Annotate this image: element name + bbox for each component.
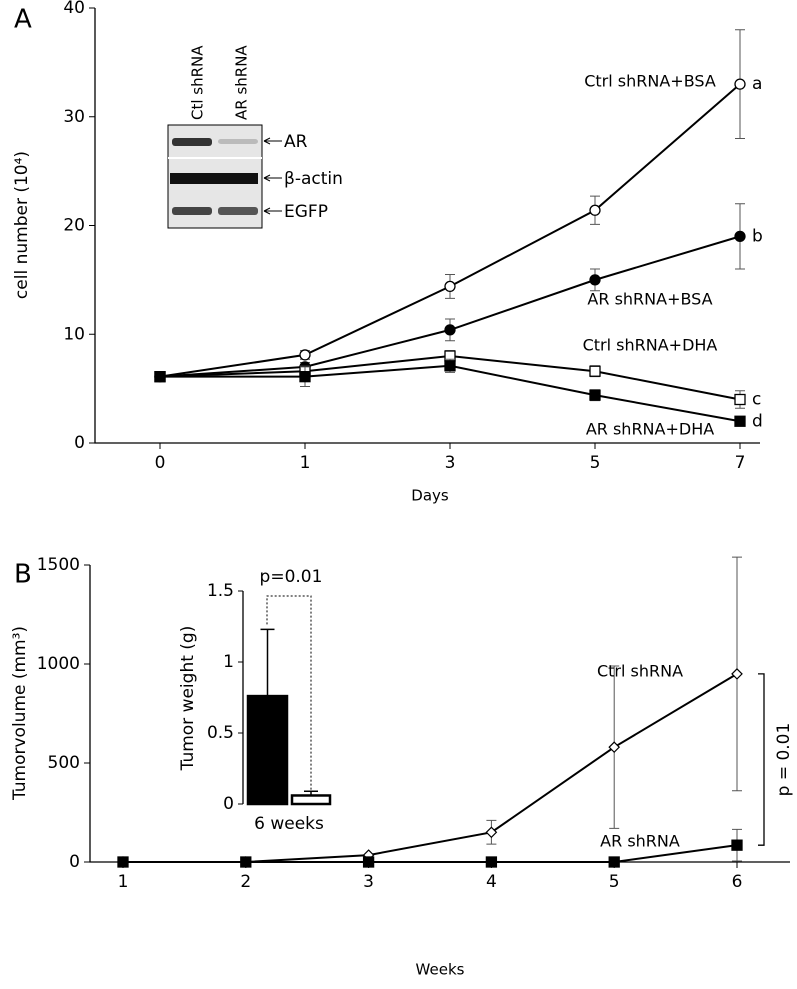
annotation: p=0.01 xyxy=(260,567,323,587)
marker xyxy=(608,741,621,754)
band xyxy=(172,207,212,215)
series-tag: b xyxy=(752,226,763,246)
band-labels: AR β-actin EGFP xyxy=(263,132,343,222)
series-label: AR shRNA+BSA xyxy=(587,290,712,309)
x-tick-label: 4 xyxy=(486,872,497,892)
marker xyxy=(444,360,456,372)
bar xyxy=(290,794,332,806)
marker xyxy=(734,393,746,406)
band xyxy=(170,173,258,184)
panel-label: B xyxy=(14,560,32,590)
y-tick-label: 0.5 xyxy=(207,723,234,743)
x-tick-label: 2 xyxy=(240,872,251,892)
y-tick-label: 1.5 xyxy=(207,581,234,601)
series-label: Ctrl shRNA xyxy=(597,662,683,681)
y-axis-label: Tumor weight (g) xyxy=(178,626,198,772)
series-tag: d xyxy=(752,411,763,431)
y-tick-label: 0 xyxy=(223,794,234,814)
y-tick-label: 1 xyxy=(223,652,234,672)
band-label: AR xyxy=(284,132,308,152)
x-tick-label: 1 xyxy=(118,872,129,892)
marker xyxy=(589,274,601,286)
y-tick-label: 40 xyxy=(63,0,85,18)
marker xyxy=(117,856,129,868)
marker xyxy=(444,280,456,293)
lane-label: AR shRNA xyxy=(233,45,251,120)
marker xyxy=(734,230,746,243)
x-tick-label: 5 xyxy=(590,453,601,473)
series-label: Ctrl shRNA+DHA xyxy=(583,336,718,355)
band xyxy=(172,138,212,146)
marker xyxy=(589,365,601,377)
x-tick-label: 0 xyxy=(155,453,166,473)
bar xyxy=(246,694,289,806)
band xyxy=(218,139,258,144)
marker xyxy=(734,78,746,90)
marker xyxy=(485,826,498,839)
y-tick-label: 0 xyxy=(74,433,85,453)
marker xyxy=(731,839,743,851)
x-tick-label: 6 xyxy=(732,872,743,892)
y-axis-label: cell number (10⁴) xyxy=(12,151,32,299)
lane-label: Ctl shRNA xyxy=(189,45,207,120)
marker xyxy=(485,856,498,868)
marker xyxy=(362,856,375,868)
marker xyxy=(240,856,252,868)
y-tick-label: 20 xyxy=(63,216,85,236)
x-axis-label: 6 weeks xyxy=(254,814,324,834)
series-label: AR shRNA+DHA xyxy=(586,420,714,439)
marker xyxy=(444,324,456,336)
marker xyxy=(299,371,311,383)
series-tag: a xyxy=(752,74,762,94)
arrows xyxy=(263,137,282,215)
panel-label: A xyxy=(14,5,32,35)
band-label: β-actin xyxy=(284,169,343,189)
band-label: EGFP xyxy=(284,202,328,222)
x-axis-label: Weeks xyxy=(416,961,465,979)
y-axis-label: Tumorvolume (mm³) xyxy=(10,626,30,801)
marker xyxy=(299,349,311,361)
series-label: AR shRNA xyxy=(600,832,680,851)
marker xyxy=(589,389,601,401)
y-tick-label: 0 xyxy=(69,852,80,872)
y-tick-label: 1500 xyxy=(37,555,80,575)
y-tick-label: 10 xyxy=(63,324,85,344)
y-tick-label: 30 xyxy=(63,107,85,127)
band xyxy=(218,207,258,215)
series-tag: c xyxy=(752,390,761,410)
marker xyxy=(154,371,166,383)
bracket xyxy=(758,673,765,846)
marker xyxy=(731,668,743,680)
x-tick-label: 5 xyxy=(609,872,620,892)
series-label: Ctrl shRNA+BSA xyxy=(584,72,716,91)
marker xyxy=(734,415,746,427)
x-tick-label: 1 xyxy=(300,453,311,473)
marker xyxy=(589,204,601,216)
y-tick-label: 1000 xyxy=(37,654,80,674)
x-tick-label: 3 xyxy=(363,872,374,892)
annotation: p = 0.01 xyxy=(774,723,794,797)
error-bar xyxy=(260,628,275,697)
series-line xyxy=(123,844,738,863)
y-tick-label: 500 xyxy=(48,753,80,773)
x-axis-label: Days xyxy=(411,487,449,505)
x-tick-label: 3 xyxy=(445,453,456,473)
x-tick-label: 7 xyxy=(735,453,746,473)
marker xyxy=(608,856,620,868)
